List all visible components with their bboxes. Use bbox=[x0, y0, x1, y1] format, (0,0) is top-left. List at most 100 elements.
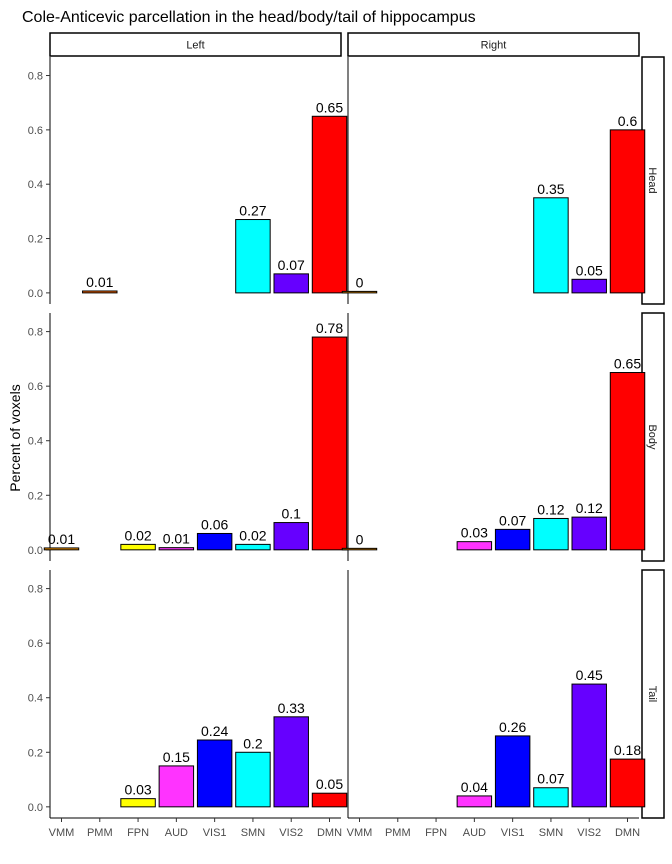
facet-strip-label: Head bbox=[646, 167, 658, 193]
bar-data-label: 0.35 bbox=[537, 181, 564, 197]
x-tick-label: PMM bbox=[87, 827, 113, 839]
bar-data-label: 0.78 bbox=[316, 320, 343, 336]
bar-head-left-dmn bbox=[311, 115, 348, 294]
bar-body-left-aud bbox=[158, 547, 195, 551]
bar-head-left-smn bbox=[235, 219, 271, 294]
facet-strip-right bbox=[347, 32, 640, 57]
y-tick-label: 0.6 bbox=[28, 381, 43, 393]
y-tick-label: 0.2 bbox=[28, 234, 43, 246]
bar-body-left-vis2 bbox=[273, 522, 309, 551]
bar-head-right-smn bbox=[533, 197, 569, 294]
bar-head-right-dmn bbox=[609, 129, 646, 294]
bar-data-label: 0.05 bbox=[576, 262, 603, 278]
bar-head-left-pmm bbox=[82, 290, 118, 294]
bar-data-label: 0.01 bbox=[86, 274, 113, 290]
x-tick-label: VIS2 bbox=[577, 827, 601, 839]
bar-data-label: 0 bbox=[356, 531, 364, 547]
bar-data-label: 0.07 bbox=[499, 512, 526, 528]
y-tick-label: 0.0 bbox=[28, 545, 43, 557]
bar-body-left-dmn bbox=[311, 336, 348, 551]
bar-data-label: 0.03 bbox=[124, 782, 151, 798]
bar-data-label: 0.2 bbox=[243, 735, 263, 751]
y-tick-label: 0.4 bbox=[28, 693, 43, 705]
y-tick-label: 0.2 bbox=[28, 747, 43, 759]
bar-data-label: 0.6 bbox=[618, 113, 638, 129]
bar-tail-right-vis1 bbox=[494, 735, 531, 808]
facet-strip-label: Left bbox=[186, 40, 204, 52]
bar-data-label: 0 bbox=[356, 274, 364, 290]
x-tick-label: DMN bbox=[615, 827, 640, 839]
bar-data-label: 0.24 bbox=[201, 723, 228, 739]
x-tick-label: SMN bbox=[539, 827, 564, 839]
x-tick-label: VMM bbox=[347, 827, 373, 839]
x-tick-label: FPN bbox=[127, 827, 149, 839]
x-tick-label: PMM bbox=[385, 827, 411, 839]
bar-tail-left-vis2 bbox=[273, 716, 309, 808]
bar-head-right-vmm bbox=[341, 290, 378, 294]
bar-data-label: 0.45 bbox=[576, 667, 603, 683]
bar-data-label: 0.26 bbox=[499, 719, 526, 735]
x-tick-label: FPN bbox=[425, 827, 447, 839]
bar-tail-left-vis1 bbox=[196, 739, 233, 808]
x-tick-label: VIS1 bbox=[501, 827, 525, 839]
x-tick-label: VMM bbox=[49, 827, 75, 839]
bar-body-left-vmm bbox=[43, 547, 80, 551]
facet-strip-left bbox=[49, 32, 342, 57]
bar-data-label: 0.04 bbox=[461, 779, 488, 795]
facet-strip-label: Tail bbox=[646, 686, 658, 703]
x-tick-label: DMN bbox=[317, 827, 342, 839]
bar-body-right-vis1 bbox=[494, 528, 531, 551]
bar-data-label: 0.33 bbox=[278, 700, 305, 716]
bar-data-label: 0.02 bbox=[124, 527, 151, 543]
bar-body-right-vis2 bbox=[571, 516, 607, 551]
facet-grid: Left Right Head Body Tail 0.0 0.2 0.4 0.6 0.8 0.0 0… bbox=[28, 32, 665, 839]
y-tick-label: 0.4 bbox=[28, 436, 43, 448]
bar-data-label: 0.01 bbox=[48, 531, 75, 547]
bar-body-left-fpn bbox=[120, 543, 156, 551]
bar-tail-right-dmn bbox=[609, 758, 646, 808]
facet-strip-label: Body bbox=[646, 424, 658, 450]
bar-body-left-smn bbox=[235, 543, 271, 551]
bar-data-label: 0.18 bbox=[614, 742, 641, 758]
bar-body-right-vmm bbox=[341, 547, 378, 551]
y-tick-label: 0.8 bbox=[28, 584, 43, 596]
bar-tail-left-fpn bbox=[120, 798, 156, 808]
y-tick-label: 0.0 bbox=[28, 802, 43, 814]
x-tick-label: VIS2 bbox=[279, 827, 303, 839]
bar-tail-right-vis2 bbox=[571, 683, 607, 808]
bar-data-label: 0.65 bbox=[614, 356, 641, 372]
bar-data-label: 0.06 bbox=[201, 516, 228, 532]
y-tick-label: 0.0 bbox=[28, 288, 43, 300]
bar-head-left-vis2 bbox=[273, 273, 309, 294]
facet-strip-label: Right bbox=[481, 40, 507, 52]
x-tick-label: VIS1 bbox=[203, 827, 227, 839]
bar-data-label: 0.15 bbox=[163, 749, 190, 765]
bar-data-label: 0.07 bbox=[537, 771, 564, 787]
bar-body-right-aud bbox=[456, 541, 493, 551]
y-tick-label: 0.6 bbox=[28, 125, 43, 137]
bar-data-label: 0.12 bbox=[537, 501, 564, 517]
bar-tail-left-smn bbox=[235, 751, 271, 808]
bar-data-label: 0.1 bbox=[281, 506, 301, 522]
chart-title: Cole-Anticevic parcellation in the head/… bbox=[22, 9, 476, 26]
y-tick-label: 0.8 bbox=[28, 71, 43, 83]
x-tick-label: AUD bbox=[463, 827, 486, 839]
y-tick-label: 0.6 bbox=[28, 638, 43, 650]
bar-tail-left-aud bbox=[158, 765, 195, 808]
bar-tail-left-dmn bbox=[311, 792, 348, 808]
bar-data-label: 0.12 bbox=[576, 500, 603, 516]
bar-data-label: 0.07 bbox=[278, 257, 305, 273]
bar-data-label: 0.65 bbox=[316, 99, 343, 115]
y-axis-title: Percent of voxels bbox=[7, 384, 23, 491]
y-tick-label: 0.2 bbox=[28, 490, 43, 502]
x-tick-label: SMN bbox=[241, 827, 266, 839]
bar-head-right-vis2 bbox=[571, 278, 607, 294]
bar-tail-right-smn bbox=[533, 787, 569, 808]
y-tick-label: 0.8 bbox=[28, 327, 43, 339]
bar-data-label: 0.05 bbox=[316, 776, 343, 792]
bar-tail-right-aud bbox=[456, 795, 493, 808]
y-tick-label: 0.4 bbox=[28, 179, 43, 191]
bar-body-right-dmn bbox=[609, 372, 646, 551]
bar-data-label: 0.01 bbox=[163, 531, 190, 547]
